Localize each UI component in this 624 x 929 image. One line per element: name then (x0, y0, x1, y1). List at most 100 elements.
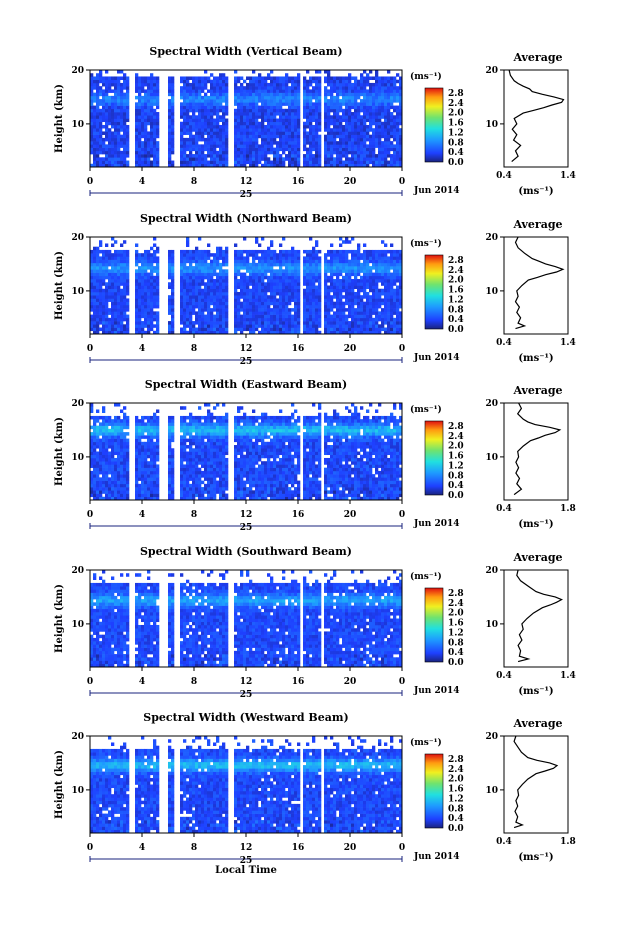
heatmap-cell (138, 148, 141, 152)
heatmap-cell (96, 419, 99, 423)
heatmap-cell (156, 128, 159, 132)
heatmap-cell (339, 302, 342, 306)
heatmap-cell (141, 144, 144, 148)
heatmap-cell (180, 128, 183, 132)
heatmap-cell (189, 151, 192, 155)
heatmap-cell (318, 99, 321, 103)
heatmap-cell (195, 289, 198, 293)
heatmap-cell (153, 89, 156, 93)
heatmap-cell (123, 279, 126, 283)
heatmap-cell (261, 112, 264, 116)
heatmap-cell (114, 157, 117, 161)
heatmap-cell (318, 138, 321, 142)
heatmap-cell (396, 269, 399, 273)
heatmap-cell (354, 119, 357, 123)
average-y-tick-label: 10 (485, 120, 498, 130)
heatmap-cell (186, 93, 189, 97)
heatmap-cell (195, 315, 198, 319)
heatmap-cell (120, 93, 123, 97)
heatmap-cell (135, 135, 138, 139)
heatmap-cell (216, 302, 219, 306)
heatmap-cell (192, 292, 195, 296)
heatmap-cell (270, 80, 273, 84)
heatmap-cell (111, 276, 114, 280)
heatmap-cell (180, 256, 183, 260)
heatmap-cell (348, 279, 351, 283)
heatmap-cell (336, 86, 339, 90)
heatmap-cell (213, 321, 216, 325)
heatmap-cell (375, 266, 378, 270)
heatmap-cell (303, 292, 306, 296)
heatmap-cell (297, 83, 300, 87)
heatmap-cell (153, 83, 156, 87)
heatmap-cell (198, 289, 201, 293)
heatmap-cell (114, 289, 117, 293)
heatmap-cell (207, 119, 210, 123)
heatmap-cell (114, 76, 117, 80)
heatmap-cell (180, 131, 183, 135)
heatmap-cell (96, 247, 99, 251)
heatmap-cell (108, 260, 111, 264)
heatmap-cell (111, 138, 114, 142)
heatmap-cell (204, 276, 207, 280)
heatmap-cell (303, 122, 306, 126)
spectral-width-panel: Spectral Width (Eastward Beam)20100 4 8 12 1… (54, 378, 576, 533)
heatmap-cell (309, 315, 312, 319)
heatmap-cell (378, 112, 381, 116)
heatmap-cell (261, 148, 264, 152)
x-tick-label: 16 (292, 344, 305, 354)
heatmap-cell (327, 73, 330, 77)
heatmap-cell (135, 119, 138, 123)
heatmap-cell (390, 250, 393, 254)
heatmap-cell (141, 289, 144, 293)
heatmap-cell (141, 308, 144, 312)
heatmap-cell (291, 83, 294, 87)
heatmap-cell (207, 122, 210, 126)
heatmap-cell (363, 250, 366, 254)
heatmap-cell (117, 89, 120, 93)
heatmap-cell (93, 429, 96, 433)
heatmap-cell (396, 276, 399, 280)
heatmap-cell (261, 131, 264, 135)
heatmap-cell (210, 263, 213, 267)
heatmap-cell (258, 157, 261, 161)
heatmap-cell (372, 112, 375, 116)
heatmap-cell (198, 144, 201, 148)
heatmap-cell (225, 298, 228, 302)
heatmap-cell (258, 266, 261, 270)
heatmap-cell (318, 109, 321, 113)
heatmap-cell (363, 86, 366, 90)
colorbar-tick-label: 0.4 (448, 315, 464, 325)
heatmap-cell (255, 93, 258, 97)
heatmap-cell (192, 269, 195, 273)
heatmap-cell (138, 315, 141, 319)
heatmap-cell (354, 109, 357, 113)
heatmap-cell (342, 279, 345, 283)
heatmap-cell (207, 263, 210, 267)
heatmap-cell (222, 302, 225, 306)
heatmap-cell (285, 256, 288, 260)
heatmap-cell (288, 256, 291, 260)
heatmap-cell (105, 289, 108, 293)
heatmap-cell (273, 93, 276, 97)
heatmap-cell (222, 135, 225, 139)
heatmap-cell (264, 318, 267, 322)
heatmap-cell (312, 128, 315, 132)
heatmap-cell (384, 119, 387, 123)
heatmap-cell (306, 305, 309, 309)
heatmap-cell (315, 321, 318, 325)
heatmap-cell (342, 250, 345, 254)
heatmap-cell (330, 151, 333, 155)
heatmap-cell (366, 93, 369, 97)
heatmap-cell (96, 458, 99, 462)
heatmap-cell (288, 131, 291, 135)
heatmap-cell (135, 276, 138, 280)
heatmap-cell (234, 138, 237, 142)
heatmap-cell (324, 321, 327, 325)
heatmap-cell (372, 253, 375, 257)
heatmap-cell (333, 324, 336, 328)
heatmap-cell (153, 302, 156, 306)
heatmap-cell (306, 256, 309, 260)
heatmap-cell (270, 243, 273, 247)
heatmap-cell (102, 96, 105, 100)
